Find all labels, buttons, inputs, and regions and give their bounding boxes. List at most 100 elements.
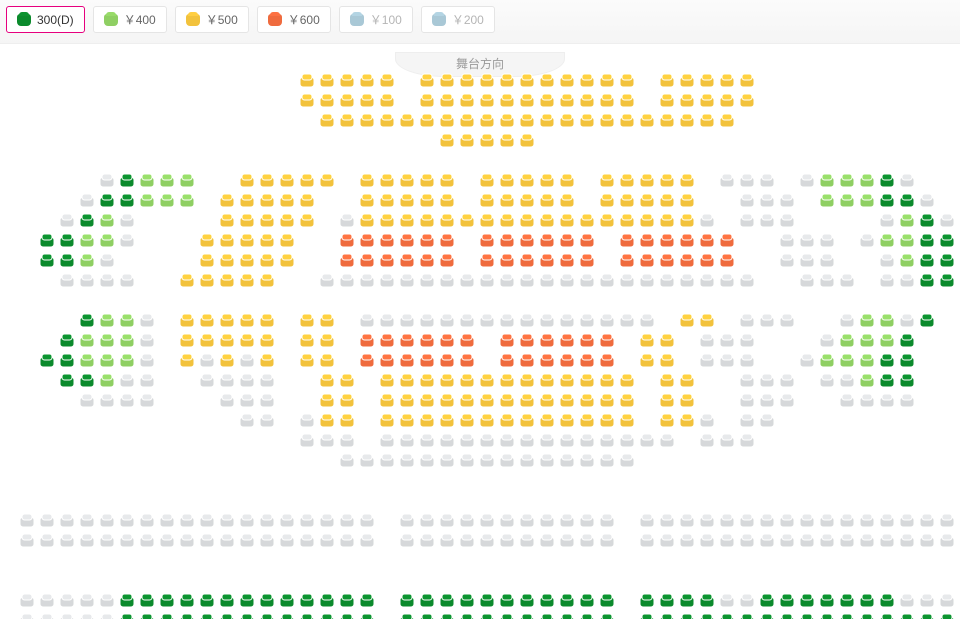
seat[interactable]	[560, 194, 574, 207]
seat[interactable]	[260, 354, 274, 367]
seat[interactable]	[200, 614, 214, 619]
seat[interactable]	[660, 394, 674, 407]
seat[interactable]	[740, 74, 754, 87]
seat[interactable]	[560, 354, 574, 367]
seat[interactable]	[300, 74, 314, 87]
seat[interactable]	[480, 394, 494, 407]
seat[interactable]	[500, 414, 514, 427]
seat[interactable]	[100, 334, 114, 347]
seat[interactable]	[360, 214, 374, 227]
seat[interactable]	[300, 174, 314, 187]
seat[interactable]	[500, 594, 514, 607]
seat[interactable]	[380, 214, 394, 227]
seat[interactable]	[500, 194, 514, 207]
seat[interactable]	[340, 94, 354, 107]
seat[interactable]	[360, 334, 374, 347]
seat[interactable]	[340, 614, 354, 619]
seat[interactable]	[380, 114, 394, 127]
seat[interactable]	[820, 594, 834, 607]
seat[interactable]	[500, 354, 514, 367]
seat[interactable]	[400, 354, 414, 367]
seat[interactable]	[500, 394, 514, 407]
seat[interactable]	[200, 234, 214, 247]
seat[interactable]	[340, 114, 354, 127]
seat[interactable]	[480, 374, 494, 387]
seat[interactable]	[660, 614, 674, 619]
seat[interactable]	[320, 354, 334, 367]
seat[interactable]	[200, 594, 214, 607]
seat[interactable]	[580, 254, 594, 267]
seat[interactable]	[100, 314, 114, 327]
seat[interactable]	[920, 234, 934, 247]
seat[interactable]	[140, 194, 154, 207]
seat[interactable]	[640, 214, 654, 227]
seat-map[interactable]	[0, 44, 960, 619]
seat[interactable]	[240, 594, 254, 607]
seat[interactable]	[120, 194, 134, 207]
seat[interactable]	[440, 234, 454, 247]
seat[interactable]	[320, 114, 334, 127]
seat[interactable]	[400, 254, 414, 267]
seat[interactable]	[580, 94, 594, 107]
seat[interactable]	[720, 74, 734, 87]
seat[interactable]	[200, 254, 214, 267]
seat[interactable]	[60, 354, 74, 367]
seat[interactable]	[500, 374, 514, 387]
seat[interactable]	[480, 174, 494, 187]
seat[interactable]	[40, 234, 54, 247]
seat[interactable]	[420, 354, 434, 367]
seat[interactable]	[600, 394, 614, 407]
seat[interactable]	[440, 134, 454, 147]
seat[interactable]	[500, 334, 514, 347]
seat[interactable]	[560, 234, 574, 247]
seat[interactable]	[40, 254, 54, 267]
seat[interactable]	[940, 274, 954, 287]
seat[interactable]	[860, 594, 874, 607]
seat[interactable]	[440, 194, 454, 207]
seat[interactable]	[300, 194, 314, 207]
seat[interactable]	[160, 594, 174, 607]
seat[interactable]	[700, 234, 714, 247]
seat[interactable]	[560, 114, 574, 127]
seat[interactable]	[780, 594, 794, 607]
seat[interactable]	[900, 214, 914, 227]
seat[interactable]	[680, 314, 694, 327]
seat[interactable]	[240, 614, 254, 619]
seat[interactable]	[860, 314, 874, 327]
seat[interactable]	[440, 394, 454, 407]
legend-item-0[interactable]: 300(D)	[6, 6, 85, 33]
seat[interactable]	[660, 194, 674, 207]
seat[interactable]	[400, 414, 414, 427]
seat[interactable]	[420, 254, 434, 267]
seat[interactable]	[460, 214, 474, 227]
seat[interactable]	[520, 174, 534, 187]
seat[interactable]	[500, 134, 514, 147]
seat[interactable]	[600, 194, 614, 207]
seat[interactable]	[480, 254, 494, 267]
seat[interactable]	[200, 274, 214, 287]
seat[interactable]	[320, 594, 334, 607]
seat[interactable]	[580, 374, 594, 387]
seat[interactable]	[440, 354, 454, 367]
seat[interactable]	[120, 354, 134, 367]
seat[interactable]	[900, 354, 914, 367]
seat[interactable]	[100, 214, 114, 227]
seat[interactable]	[400, 234, 414, 247]
seat[interactable]	[200, 334, 214, 347]
seat[interactable]	[640, 114, 654, 127]
seat[interactable]	[620, 194, 634, 207]
seat[interactable]	[440, 94, 454, 107]
seat[interactable]	[460, 94, 474, 107]
seat[interactable]	[580, 394, 594, 407]
seat[interactable]	[460, 354, 474, 367]
seat[interactable]	[940, 254, 954, 267]
seat[interactable]	[540, 374, 554, 387]
seat[interactable]	[860, 174, 874, 187]
seat[interactable]	[600, 334, 614, 347]
seat[interactable]	[500, 94, 514, 107]
seat[interactable]	[480, 594, 494, 607]
seat[interactable]	[300, 614, 314, 619]
seat[interactable]	[420, 594, 434, 607]
seat[interactable]	[300, 334, 314, 347]
seat[interactable]	[580, 114, 594, 127]
